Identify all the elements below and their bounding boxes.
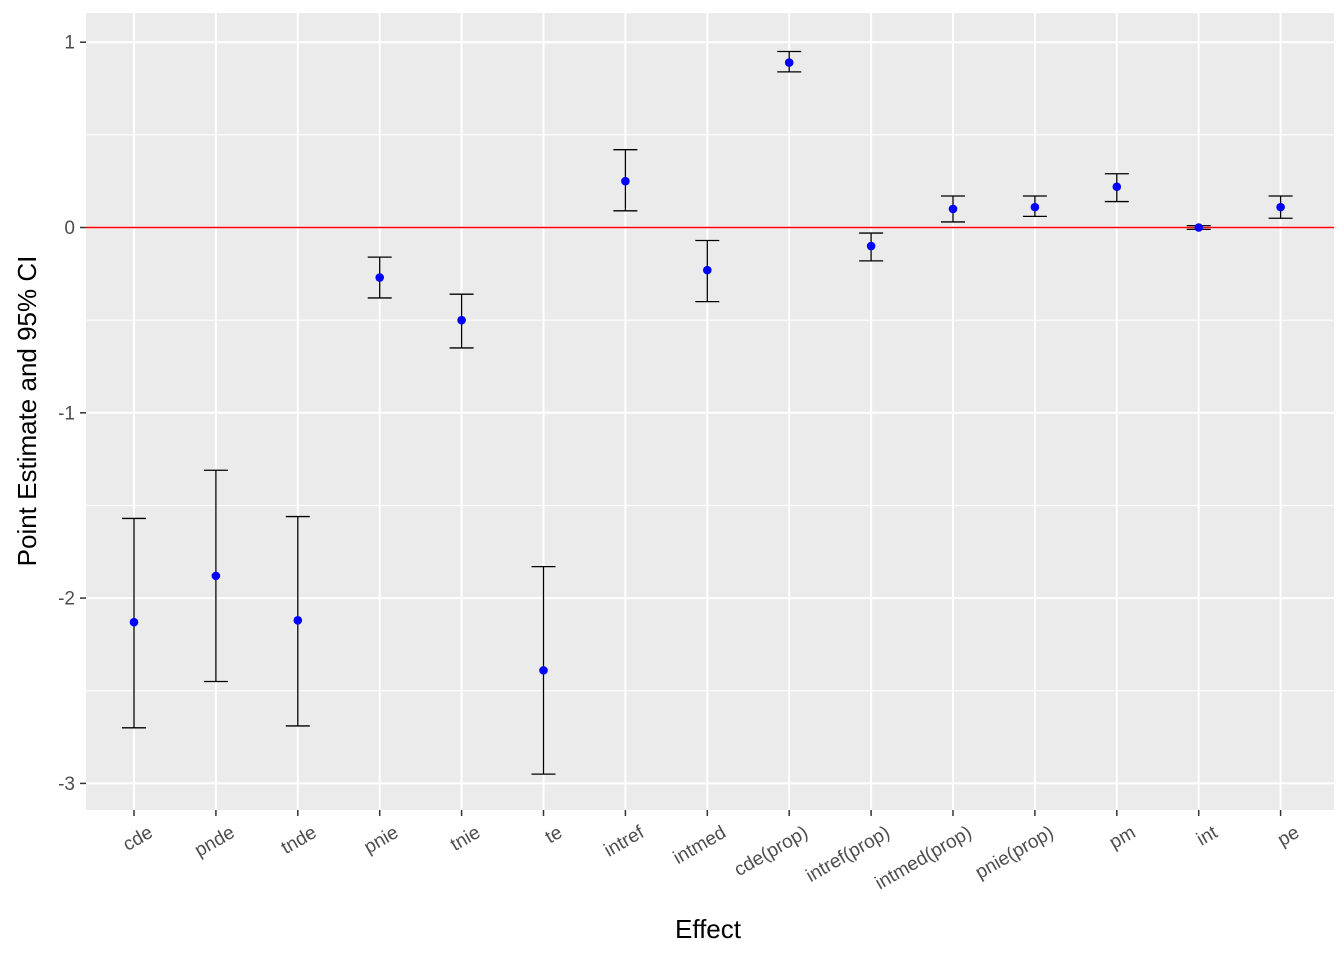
- y-tick-label: -1: [58, 403, 75, 424]
- y-tick-label: 1: [64, 33, 75, 54]
- x-tick-label: intmed: [670, 822, 730, 869]
- point-estimate: [948, 204, 958, 214]
- x-tick-label: tnde: [278, 822, 321, 859]
- y-axis-title: Point Estimate and 95% CI: [12, 256, 42, 567]
- x-tick-label: cde(prop): [731, 822, 812, 881]
- points: [129, 58, 1285, 675]
- x-tick-label: cde: [119, 822, 156, 856]
- point-estimate: [293, 616, 303, 625]
- point-estimate: [703, 265, 712, 275]
- point-estimate: [1276, 202, 1285, 212]
- x-tick-label: te: [542, 822, 566, 848]
- y-tick-label: 0: [64, 218, 75, 239]
- y-tick-label: -2: [58, 589, 75, 610]
- point-estimate: [621, 176, 630, 186]
- x-tick-label: int: [1193, 822, 1222, 851]
- x-tick-label: pnie(prop): [972, 822, 1058, 883]
- x-tick-label: pm: [1106, 822, 1139, 853]
- point-estimate: [866, 241, 876, 251]
- point-estimate: [784, 58, 794, 67]
- x-tick-label: intref: [601, 822, 649, 862]
- point-estimate: [457, 315, 466, 325]
- point-estimate: [211, 571, 221, 581]
- x-tick-label: pnie: [361, 822, 403, 858]
- point-estimate: [539, 666, 548, 675]
- x-tick-label: tnie: [447, 822, 484, 856]
- errorbars: [122, 50, 1293, 775]
- point-estimate: [375, 273, 385, 282]
- y-axis-ticks: 1 0 -1 -2 -3: [58, 33, 86, 795]
- panel-background: [86, 13, 1334, 810]
- x-axis-ticks: cde pnde tnde pnie tnie te intref intmed cde(pro…: [119, 810, 1303, 894]
- grid-minor-y: [86, 134, 1334, 692]
- point-estimate: [1194, 223, 1203, 232]
- point-estimate: [1030, 202, 1040, 212]
- point-estimate: [129, 617, 139, 627]
- y-tick-label: -3: [58, 774, 75, 795]
- point-estimate: [1112, 182, 1122, 192]
- x-tick-label: pe: [1274, 822, 1303, 851]
- x-tick-label: pnde: [191, 822, 238, 861]
- x-axis-title: Effect: [675, 914, 742, 944]
